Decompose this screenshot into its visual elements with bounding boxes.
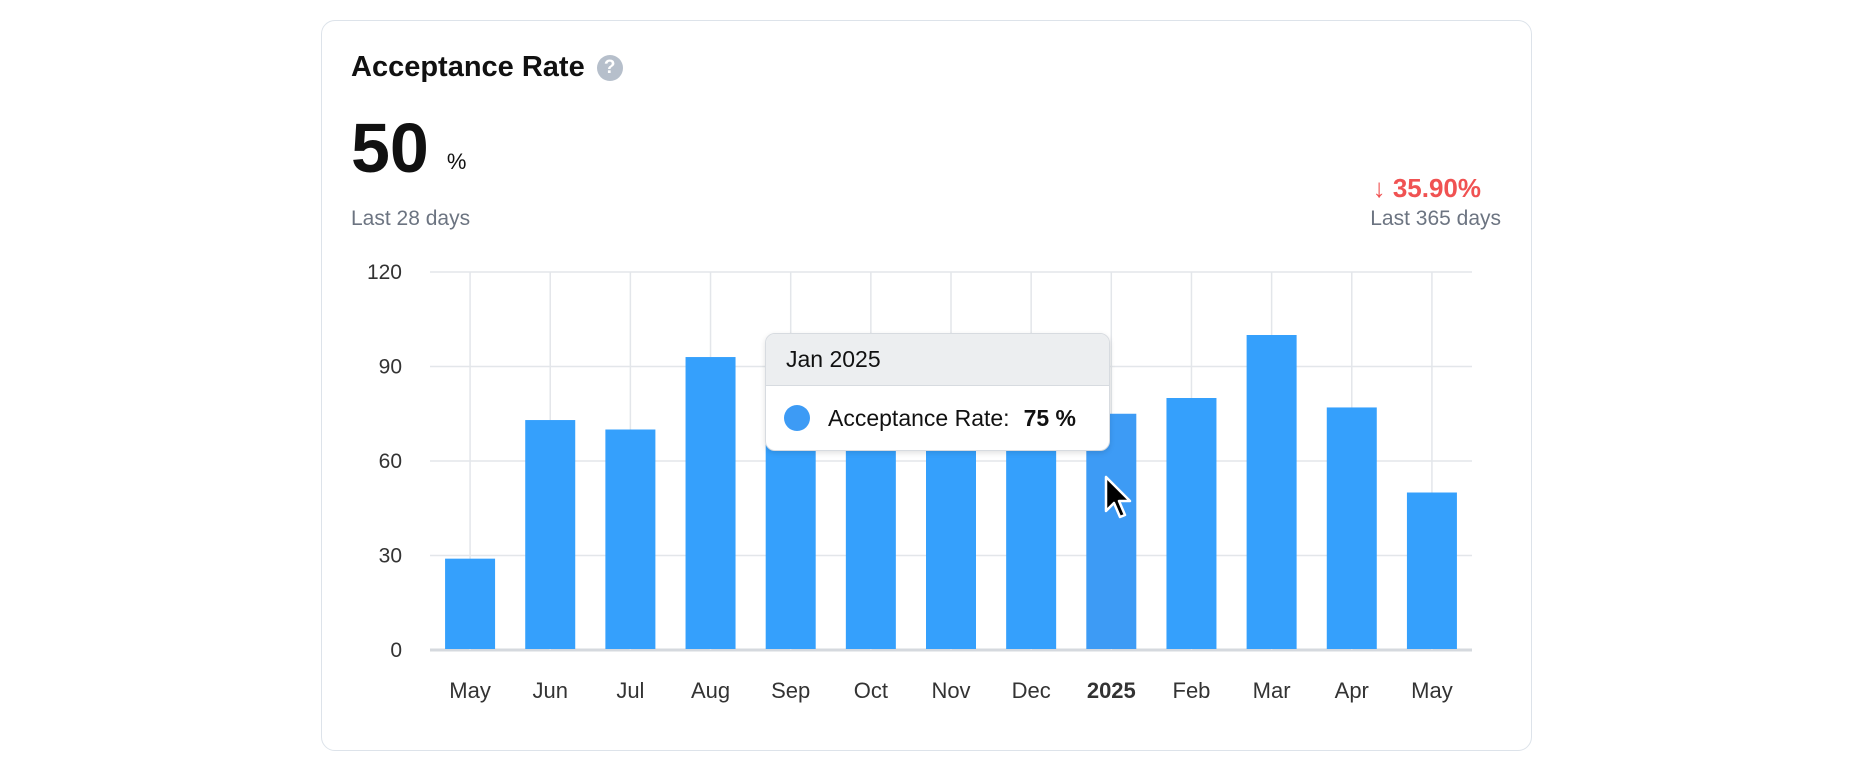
bar-sep[interactable]	[765, 435, 816, 649]
bar-jul[interactable]	[605, 429, 656, 650]
delta-value: ↓ 35.90%	[1372, 173, 1481, 203]
bar-jun[interactable]	[525, 420, 576, 649]
y-tick-label: 90	[379, 356, 402, 379]
kpi: 50 %	[351, 113, 466, 183]
x-axis-ticks: May Jun Jul Aug Sep Oct Nov Dec 2025 Feb Mar Apr May	[449, 678, 1452, 703]
series-dot-icon	[784, 405, 810, 431]
question-circle-icon[interactable]: ?	[596, 54, 623, 81]
tooltip-row: Acceptance Rate: 75 %	[766, 386, 1109, 450]
card-header: Acceptance Rate ?	[351, 51, 623, 84]
tooltip-title: Jan 2025	[766, 334, 1109, 386]
tooltip-series-label: Acceptance Rate:	[828, 404, 1010, 431]
delta-period: Last 365 days	[1370, 207, 1501, 230]
x-tick-label: Dec	[1012, 678, 1051, 703]
x-tick-label: May	[449, 678, 491, 703]
x-tick-label: Jul	[616, 678, 644, 703]
bar-2025[interactable]	[1086, 413, 1137, 649]
x-tick-label: Sep	[771, 678, 810, 703]
kpi-unit: %	[446, 149, 467, 174]
chart-tooltip: Jan 2025 Acceptance Rate: 75 %	[765, 333, 1110, 451]
bar-aug[interactable]	[685, 357, 736, 649]
bar-may[interactable]	[445, 558, 496, 649]
bar-apr[interactable]	[1326, 407, 1377, 649]
bar-may[interactable]	[1406, 492, 1457, 650]
x-tick-label: Feb	[1173, 678, 1211, 703]
y-axis-ticks: 0 30 60 90 120	[367, 261, 402, 662]
y-tick-label: 120	[367, 261, 402, 284]
x-tick-label: May	[1411, 678, 1453, 703]
x-tick-label: Aug	[691, 678, 730, 703]
x-tick-label: Jun	[532, 678, 567, 703]
bar-dec[interactable]	[1006, 435, 1057, 649]
x-tick-label: 2025	[1087, 678, 1136, 703]
bar-nov[interactable]	[926, 435, 976, 649]
x-tick-label: Apr	[1335, 678, 1369, 703]
kpi-value: 50	[351, 109, 429, 187]
bars	[445, 335, 1457, 649]
bar-feb[interactable]	[1166, 398, 1217, 649]
tooltip-value: 75 %	[1023, 404, 1076, 431]
y-tick-label: 30	[379, 545, 402, 568]
kpi-period: Last 28 days	[351, 207, 471, 230]
bar-mar[interactable]	[1246, 335, 1297, 649]
y-tick-label: 0	[390, 639, 402, 662]
y-tick-label: 60	[379, 450, 402, 473]
x-tick-label: Mar	[1253, 678, 1291, 703]
bar-oct[interactable]	[845, 435, 896, 649]
mouse-cursor-icon	[1104, 475, 1132, 519]
card-title: Acceptance Rate	[351, 51, 585, 83]
x-tick-label: Oct	[854, 678, 888, 703]
x-tick-label: Nov	[931, 678, 970, 703]
